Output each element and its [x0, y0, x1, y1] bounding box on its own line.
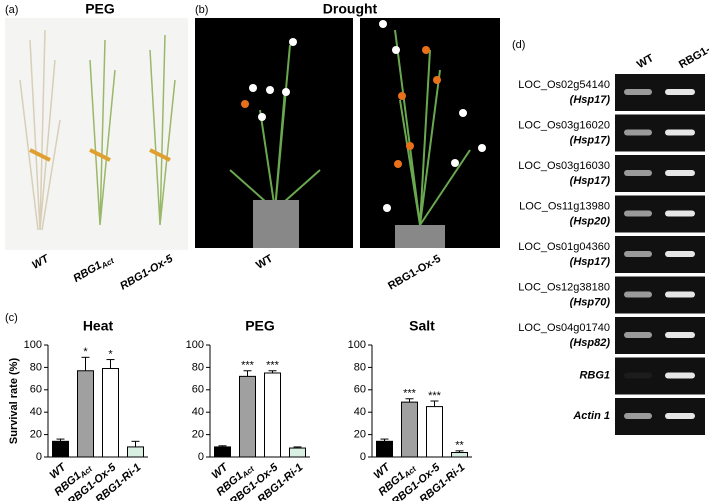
- bar: [376, 440, 393, 458]
- y-tick-label: 0: [360, 451, 366, 463]
- gel-band: [665, 291, 695, 298]
- gene-name: LOC_Os12g38180: [518, 281, 610, 293]
- bar: [77, 370, 94, 458]
- gene-name: RBG1: [579, 369, 610, 381]
- panel-label: (c): [5, 312, 18, 324]
- panel-label: (d): [512, 39, 525, 51]
- panel-title: PEG: [85, 1, 115, 17]
- chart-title: Salt: [409, 318, 435, 334]
- gel-band: [665, 332, 695, 338]
- gel-band: [624, 210, 652, 217]
- significance: ***: [428, 390, 442, 402]
- significance: ***: [266, 360, 280, 372]
- gene-family: (Hsp17): [570, 256, 611, 268]
- gel-band: [624, 291, 652, 298]
- y-tick-label: 20: [354, 429, 366, 441]
- bar: [401, 401, 418, 458]
- gene-family: (Hsp82): [570, 337, 611, 349]
- gel-column: RBG1-Ox-5: [677, 31, 709, 71]
- panel-label: (b): [195, 4, 208, 16]
- y-tick-label: 100: [186, 339, 204, 351]
- gel-band: [624, 129, 652, 136]
- gel-band: [665, 413, 695, 419]
- bar: [127, 446, 144, 458]
- gel-band: [624, 413, 652, 419]
- bar: [214, 446, 231, 458]
- y-tick-label: 60: [30, 384, 42, 396]
- y-axis-label: Survival rate (%): [8, 358, 20, 445]
- dots: [241, 20, 486, 212]
- bar: [264, 372, 281, 458]
- gene-family: (Hsp70): [570, 296, 611, 308]
- y-tick-label: 0: [198, 451, 204, 463]
- chart-title: Heat: [83, 318, 114, 334]
- bar: [451, 452, 468, 458]
- significance: *: [83, 346, 88, 358]
- y-tick-label: 20: [30, 429, 42, 441]
- y-tick-label: 100: [24, 339, 42, 351]
- y-tick-label: 40: [354, 406, 366, 418]
- gene-name: Actin 1: [572, 410, 610, 422]
- gene-family: (Hsp20): [570, 215, 611, 227]
- bar: [426, 406, 443, 458]
- significance: ***: [241, 360, 255, 372]
- gene-name: LOC_Os04g01740: [518, 322, 610, 334]
- y-tick-label: 40: [30, 406, 42, 418]
- panel-label: (a): [5, 4, 18, 16]
- sample-label: WT: [30, 252, 52, 272]
- gel-band: [665, 89, 695, 95]
- y-tick-label: 100: [348, 339, 366, 351]
- gene-name: LOC_Os02g54140: [518, 79, 610, 91]
- sample-label: RBG1-Ox-5: [386, 253, 443, 293]
- y-tick-label: 0: [36, 451, 42, 463]
- gene-name: LOC_Os03g16020: [518, 119, 610, 131]
- y-tick-label: 60: [192, 384, 204, 396]
- gel-band: [624, 89, 652, 95]
- gel-band: [665, 251, 695, 257]
- bar: [102, 368, 119, 458]
- significance: ***: [403, 388, 417, 400]
- chart-title: PEG: [245, 318, 275, 334]
- gel-band: [624, 251, 652, 257]
- gene-family: (Hsp17): [570, 134, 611, 146]
- bar: [239, 375, 256, 458]
- label-main: RBG1-Ox-5: [118, 252, 176, 292]
- significance: *: [108, 348, 113, 360]
- gel-band: [624, 170, 652, 176]
- sample-label: WT: [254, 253, 275, 272]
- gene-name: LOC_Os11g13980: [519, 200, 610, 212]
- gel-band: [665, 170, 695, 176]
- bar: [52, 440, 69, 458]
- gel-band: [624, 372, 652, 379]
- bar: [289, 447, 306, 458]
- y-tick-label: 60: [354, 384, 366, 396]
- y-tick-label: 40: [192, 406, 204, 418]
- y-tick-label: 80: [192, 361, 204, 373]
- gene-name: LOC_Os01g04360: [518, 241, 610, 253]
- label-main: WT: [30, 252, 52, 272]
- gel-band: [624, 332, 652, 338]
- panel-title: Drought: [323, 1, 378, 17]
- plants-drought: [229, 29, 471, 226]
- gel-band: [665, 372, 695, 379]
- significance: **: [455, 440, 464, 452]
- pot: [395, 225, 445, 248]
- y-tick-label: 80: [354, 361, 366, 373]
- gel-column: WT: [635, 52, 656, 71]
- sample-label: RBG1Act: [71, 253, 116, 286]
- pot: [253, 200, 299, 248]
- gel-band: [665, 210, 695, 217]
- gene-name: LOC_Os03g16030: [518, 160, 610, 172]
- gel-band: [665, 129, 695, 136]
- y-tick-label: 20: [192, 429, 204, 441]
- sample-label: RBG1-Ox-5: [118, 252, 176, 292]
- gene-family: (Hsp17): [570, 94, 611, 106]
- plants-peg: [19, 29, 176, 231]
- y-tick-label: 80: [30, 361, 42, 373]
- gene-family: (Hsp17): [570, 175, 611, 187]
